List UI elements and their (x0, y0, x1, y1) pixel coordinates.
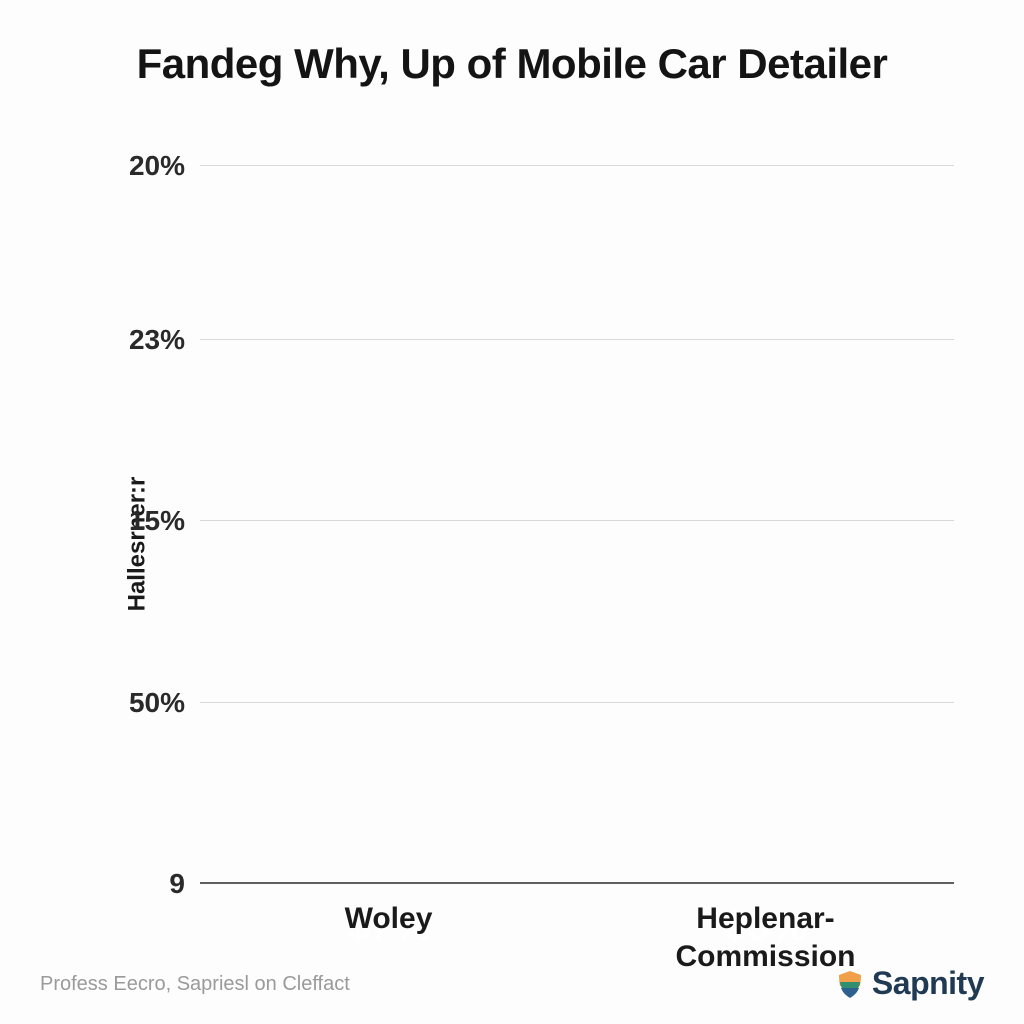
chart-title: Fandeg Why, Up of Mobile Car Detailer (50, 40, 974, 88)
x-ticks-group: Woley Heplenar-Commission (200, 884, 954, 975)
y-tick: 9 (169, 868, 185, 900)
y-axis-label: Hallesrner:r (123, 476, 151, 611)
y-tick: 15% (129, 505, 185, 537)
x-tick: Heplenar-Commission (622, 900, 909, 975)
plot-region: 20% 23% 15% 50% 9 $7% $3% (200, 128, 954, 884)
bars-group: $7% $3% (200, 128, 954, 884)
footer-caption: Profess Eecro, Sapriesl on Cleffact (40, 973, 350, 996)
brand-logo: Sapnity (834, 965, 984, 1002)
shield-icon (834, 968, 866, 1000)
x-tick: Woley (245, 900, 532, 975)
brand-name: Sapnity (872, 965, 984, 1002)
y-tick: 23% (129, 324, 185, 356)
chart-area: Hallesrner:r 20% 23% 15% 50% 9 $7% $3% (140, 128, 954, 884)
y-tick: 50% (129, 687, 185, 719)
chart-container: Fandeg Why, Up of Mobile Car Detailer Ha… (0, 0, 1024, 1024)
y-tick: 20% (129, 150, 185, 182)
